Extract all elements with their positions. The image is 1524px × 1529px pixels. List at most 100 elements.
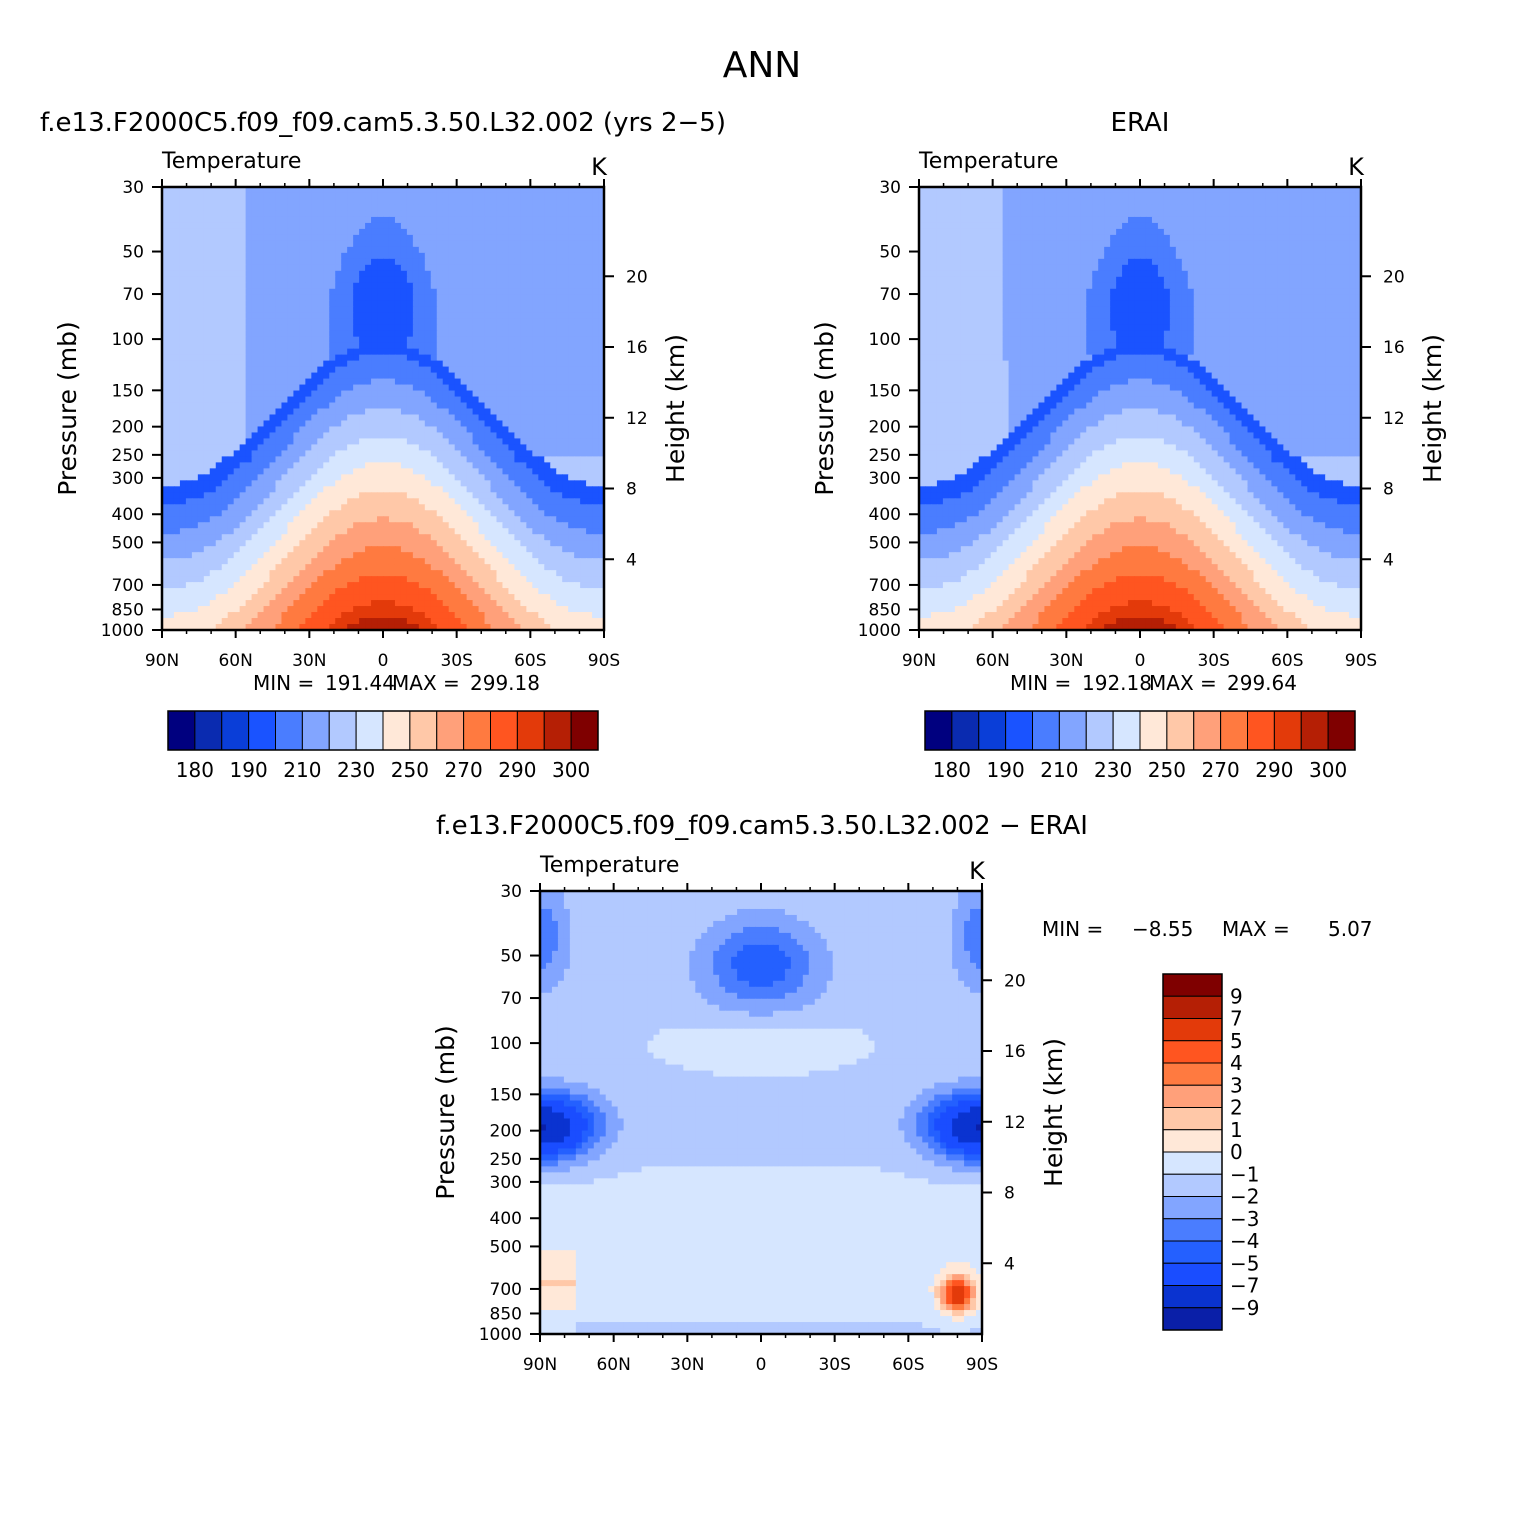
field-cell <box>550 360 557 368</box>
field-cell <box>257 408 265 416</box>
field-cell <box>305 552 312 559</box>
field-cell <box>263 414 271 422</box>
field-cell <box>269 582 277 589</box>
field-cell <box>215 187 223 194</box>
field-cell <box>167 576 175 583</box>
field-cell <box>203 546 211 553</box>
contour-field <box>162 187 605 631</box>
field-cell <box>418 528 426 535</box>
field-cell <box>394 192 402 200</box>
field-cell <box>215 324 223 332</box>
field-cell <box>221 372 229 380</box>
field-cell <box>317 210 324 218</box>
field-cell <box>191 462 199 469</box>
field-cell <box>406 480 414 487</box>
field-cell <box>484 324 492 332</box>
field-cell <box>275 474 283 481</box>
field-cell <box>514 276 521 284</box>
field-cell <box>388 276 396 284</box>
field-cell <box>293 234 300 242</box>
field-cell <box>598 414 605 422</box>
field-cell <box>203 288 211 296</box>
field-cell <box>538 378 545 386</box>
field-cell <box>215 426 223 434</box>
field-cell <box>191 222 199 230</box>
field-cell <box>173 300 181 308</box>
field-cell <box>472 354 480 362</box>
field-cell <box>550 480 557 487</box>
field-cell <box>388 187 396 194</box>
field-cell <box>484 360 492 368</box>
field-cell <box>167 342 175 350</box>
field-cell <box>412 528 420 535</box>
field-cell <box>574 330 581 338</box>
field-cell <box>383 504 390 511</box>
field-cell <box>257 474 265 481</box>
field-cell <box>394 438 402 446</box>
field-cell <box>502 300 510 308</box>
field-cell <box>580 438 587 446</box>
field-cell <box>371 552 378 559</box>
field-cell <box>299 228 306 236</box>
field-cell <box>514 522 521 529</box>
field-cell <box>520 372 527 380</box>
field-cell <box>544 324 551 332</box>
field-cell <box>191 540 199 547</box>
field-cell <box>514 486 521 493</box>
field-cell <box>323 468 330 475</box>
field-cell <box>263 264 271 272</box>
field-cell <box>502 444 510 452</box>
field-cell <box>532 360 539 368</box>
field-cell <box>532 510 539 517</box>
field-cell <box>436 456 444 463</box>
field-cell <box>227 264 235 272</box>
field-cell <box>508 402 515 410</box>
field-cell <box>263 456 271 463</box>
field-cell <box>484 570 492 577</box>
field-cell <box>281 312 289 320</box>
field-cell <box>335 384 342 392</box>
field-cell <box>335 234 342 242</box>
field-cell <box>406 300 414 308</box>
field-cell <box>544 366 551 374</box>
field-cell <box>592 264 599 272</box>
field-cell <box>347 192 354 200</box>
field-cell <box>436 270 444 278</box>
field-cell <box>490 408 498 416</box>
field-cell <box>454 348 462 356</box>
field-cell <box>191 564 199 571</box>
field-cell <box>317 336 324 344</box>
field-cell <box>227 402 235 410</box>
field-cell <box>472 198 480 206</box>
field-cell <box>335 210 342 218</box>
field-cell <box>484 414 492 422</box>
field-cell <box>598 474 605 481</box>
field-cell <box>496 540 504 547</box>
field-cell <box>269 498 277 505</box>
panel-title: f.e13.F2000C5.f09_f09.cam5.3.50.L32.002 … <box>40 108 726 138</box>
field-cell <box>544 276 551 284</box>
field-cell <box>305 420 312 428</box>
field-cell <box>472 276 480 284</box>
field-cell <box>472 486 480 493</box>
field-cell <box>197 540 205 547</box>
field-cell <box>335 546 342 553</box>
field-cell <box>406 318 414 326</box>
field-cell <box>388 522 396 529</box>
field-cell <box>179 348 187 356</box>
field-cell <box>383 516 390 523</box>
field-cell <box>406 342 414 350</box>
field-cell <box>484 228 492 236</box>
field-cell <box>406 384 414 392</box>
field-cell <box>394 504 402 511</box>
field-cell <box>496 396 504 404</box>
field-cell <box>215 228 223 236</box>
field-cell <box>311 372 318 380</box>
field-cell <box>203 300 211 308</box>
field-cell <box>299 462 306 469</box>
field-cell <box>383 552 390 559</box>
field-cell <box>365 432 372 440</box>
field-cell <box>562 192 569 200</box>
field-cell <box>592 390 599 398</box>
field-cell <box>227 318 235 326</box>
